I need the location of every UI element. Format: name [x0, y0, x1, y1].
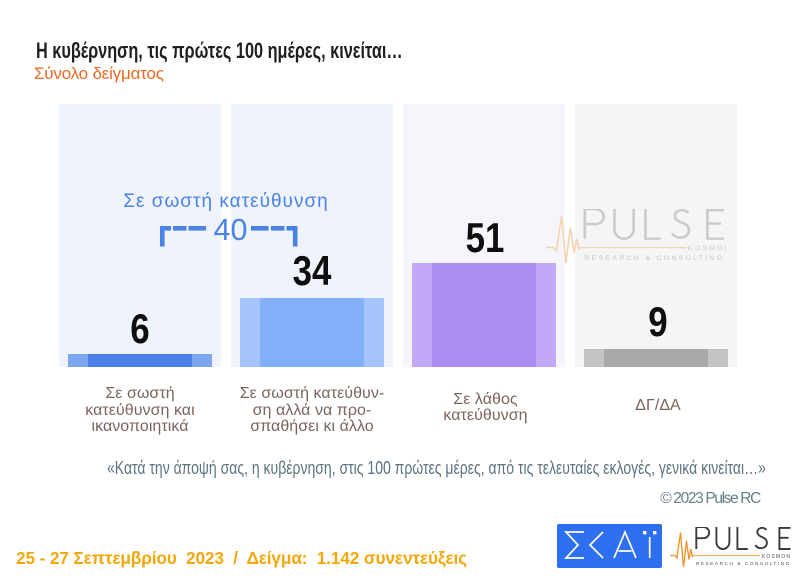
svg-text:RESEARCH & CONSULTING: RESEARCH & CONSULTING [696, 561, 791, 566]
svg-text:KOSMON: KOSMON [688, 244, 726, 253]
svg-text:KOSMON: KOSMON [762, 554, 792, 560]
svg-text:RESEARCH & CONSULTING: RESEARCH & CONSULTING [584, 255, 724, 262]
